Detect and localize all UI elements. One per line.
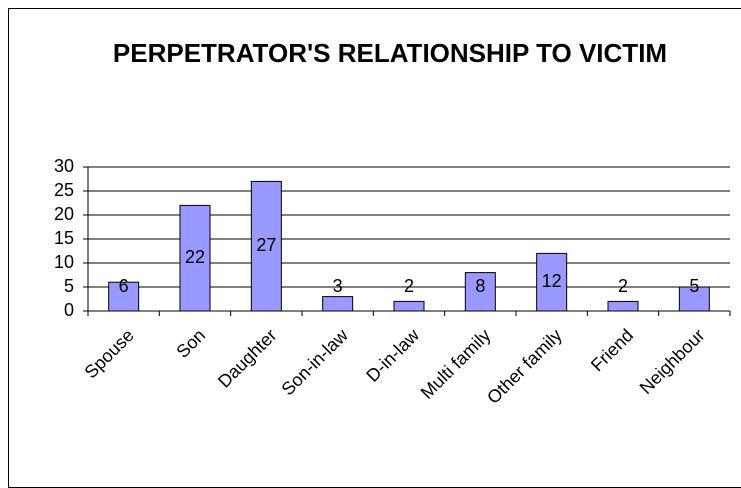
x-tick-label: Neighbour — [636, 325, 709, 398]
bar — [536, 252, 568, 312]
data-label: 2 — [404, 276, 414, 296]
data-label: 5 — [689, 276, 699, 296]
bar — [464, 272, 496, 312]
data-label: 12 — [542, 271, 562, 291]
y-tick-label: 0 — [64, 300, 74, 320]
y-tick-label: 5 — [64, 276, 74, 296]
x-tick-label: Spouse — [81, 325, 138, 382]
x-tick-label: Multi family — [417, 325, 495, 403]
data-label: 8 — [475, 276, 485, 296]
y-tick-label: 15 — [54, 228, 74, 248]
y-tick-label: 10 — [54, 252, 74, 272]
data-label: 27 — [256, 235, 276, 255]
data-label: 3 — [333, 276, 343, 296]
x-tick-label: Other family — [483, 325, 566, 408]
x-tick-label: Son-in-law — [278, 324, 353, 399]
data-label: 22 — [185, 247, 205, 267]
bar — [678, 286, 710, 312]
x-tick-label: D-in-law — [362, 324, 424, 386]
bar — [393, 300, 425, 312]
bar — [250, 180, 282, 312]
x-tick-label: Daughter — [214, 325, 281, 392]
x-tick-label: Son — [172, 325, 209, 362]
bar — [179, 204, 211, 312]
data-label: 6 — [119, 276, 129, 296]
bar — [322, 296, 354, 312]
x-tick-label: Friend — [587, 325, 637, 375]
data-label: 2 — [618, 276, 628, 296]
bar — [607, 300, 639, 312]
y-tick-label: 30 — [54, 156, 74, 176]
bar — [108, 281, 140, 312]
y-tick-label: 25 — [54, 180, 74, 200]
chart-title: PERPETRATOR'S RELATIONSHIP TO VICTIM — [112, 38, 668, 68]
y-tick-label: 20 — [54, 204, 74, 224]
